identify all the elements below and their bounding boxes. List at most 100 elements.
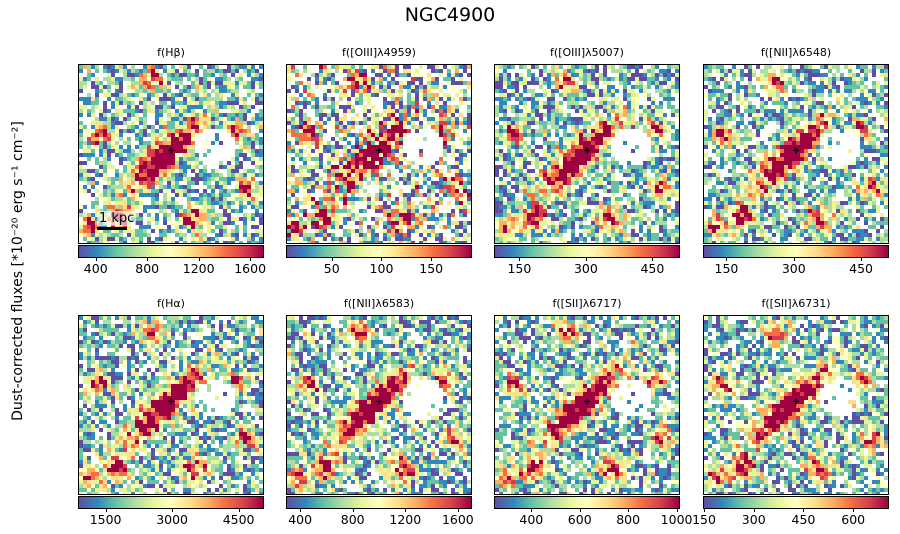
colorbar-tick	[861, 257, 863, 261]
colorbar-tick	[753, 508, 755, 512]
flux-map-image	[704, 316, 888, 494]
nucleus-marker	[584, 147, 590, 154]
colorbar-tick	[585, 257, 587, 261]
colorbar-tick-label: 150	[507, 261, 532, 276]
panel-title: f(Hα)	[157, 297, 185, 310]
flux-map	[494, 315, 680, 495]
colorbar-ticks: 150 300 450	[494, 257, 680, 277]
colorbar	[494, 496, 680, 509]
scale-bar: 1 kpc	[97, 211, 137, 230]
colorbar-ticks: 150 300 450 600	[692, 508, 889, 528]
colorbar-tick-label: 1200	[389, 512, 422, 527]
panel-title: f([OIII]λ4959)	[342, 46, 416, 59]
colorbar-tick-label: 1200	[182, 261, 215, 276]
colorbar	[286, 245, 472, 258]
colorbar-tick	[381, 257, 383, 261]
colorbar-tick-label: 800	[135, 261, 160, 276]
colorbar-tick-label: 150	[692, 512, 716, 527]
nucleus-marker	[793, 147, 799, 154]
colorbar-tick	[803, 508, 805, 512]
colorbar-tick-label: 300	[573, 261, 598, 276]
flux-map: 1 kpc	[78, 64, 264, 244]
nucleus-marker	[376, 398, 382, 405]
colorbar-ticks: 1500 3000 4500	[78, 508, 264, 528]
nucleus-marker	[584, 398, 590, 405]
colorbar-tick	[95, 257, 97, 261]
colorbar-tick	[519, 257, 521, 261]
colorbar-tick-label: 600	[567, 512, 592, 527]
flux-map-image	[287, 316, 471, 494]
colorbar-tick-label: 50	[323, 261, 340, 276]
colorbar	[286, 496, 472, 509]
colorbar-tick	[198, 257, 200, 261]
colorbar-tick	[628, 508, 630, 512]
nucleus-marker	[168, 398, 174, 405]
colorbar-tick-label: 150	[419, 261, 444, 276]
colorbar-tick	[147, 257, 149, 261]
colorbar-tick	[331, 257, 333, 261]
colorbar-tick-label: 400	[519, 512, 544, 527]
flux-map-image	[495, 316, 679, 494]
scale-bar-label: 1 kpc	[97, 211, 137, 226]
flux-map	[703, 315, 889, 495]
colorbar-tick	[793, 257, 795, 261]
colorbar-tick-label: 600	[841, 512, 866, 527]
flux-map-image	[495, 65, 679, 243]
colorbar-tick-label: 1600	[234, 261, 267, 276]
colorbar	[703, 245, 889, 258]
nucleus-marker	[376, 147, 382, 154]
colorbar-tick	[172, 508, 174, 512]
flux-map	[286, 315, 472, 495]
flux-map-image	[79, 65, 263, 243]
figure-title: NGC4900	[404, 4, 496, 26]
colorbar-tick	[704, 508, 705, 512]
colorbar-tick	[405, 508, 407, 512]
colorbar	[78, 245, 264, 258]
colorbar-tick	[250, 257, 252, 261]
colorbar-tick	[352, 508, 354, 512]
colorbar-tick	[105, 508, 107, 512]
nucleus-marker	[793, 398, 799, 405]
colorbar-tick-label: 800	[340, 512, 365, 527]
colorbar-tick-label: 800	[616, 512, 641, 527]
colorbar-tick-label: 400	[83, 261, 108, 276]
panel-title: f([OIII]λ5007)	[550, 46, 624, 59]
colorbar-ticks: 400 800 1200 1600	[78, 257, 267, 277]
colorbar-tick-label: 300	[741, 512, 766, 527]
flux-map	[494, 64, 680, 244]
colorbar-tick	[676, 508, 678, 512]
colorbar-tick-label: 4500	[222, 512, 255, 527]
flux-map-image	[704, 65, 888, 243]
colorbar-tick-label: 3000	[156, 512, 188, 527]
colorbar-tick	[853, 508, 855, 512]
colorbar-tick-label: 1000	[660, 512, 693, 527]
colorbar-tick	[726, 257, 728, 261]
colorbar-tick-label: 100	[369, 261, 394, 276]
flux-map	[703, 64, 889, 244]
panel-title: f([NII]λ6583)	[343, 297, 415, 310]
colorbar-ticks: 400 800 1200 1600	[286, 508, 474, 528]
colorbar-tick	[652, 257, 654, 261]
colorbar-tick-label: 1600	[441, 512, 474, 527]
flux-map-image	[79, 316, 263, 494]
colorbar-tick	[457, 508, 459, 512]
colorbar-tick	[531, 508, 533, 512]
colorbar-tick	[238, 508, 240, 512]
colorbar-tick-label: 450	[849, 261, 873, 276]
colorbar-tick-label: 1500	[89, 512, 122, 527]
colorbar-ticks: 400 600 800 1000	[494, 508, 692, 528]
colorbar-tick	[431, 257, 433, 261]
colorbar-tick	[579, 508, 581, 512]
flux-map	[78, 315, 264, 495]
flux-map-image	[287, 65, 471, 243]
colorbar-tick-label: 450	[791, 512, 816, 527]
colorbar-tick-label: 300	[781, 261, 806, 276]
colorbar	[78, 496, 264, 509]
colorbar-tick	[300, 508, 302, 512]
scale-bar-line	[97, 227, 127, 230]
nucleus-marker	[168, 147, 174, 154]
colorbar-ticks: 150 300 450	[703, 257, 889, 277]
colorbar-tick-label: 450	[640, 261, 665, 276]
flux-map	[286, 64, 472, 244]
panel-title: f([SII]λ6731)	[761, 297, 831, 310]
